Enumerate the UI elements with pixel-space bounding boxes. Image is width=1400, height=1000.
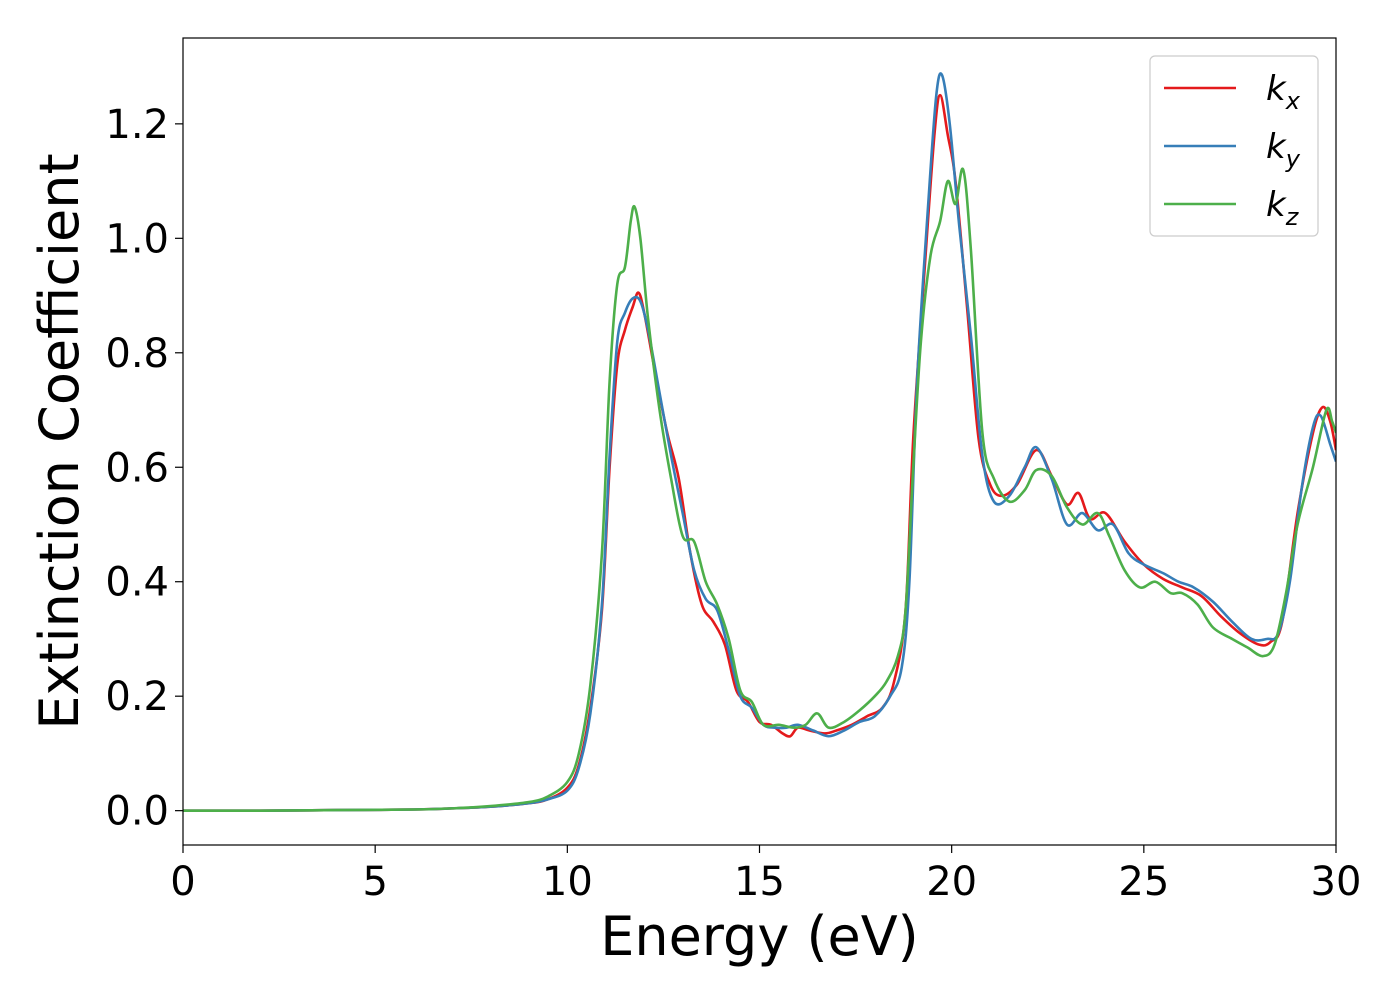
y-tick-label: 1.2 — [105, 102, 169, 148]
series-line-k-y — [183, 72, 1336, 812]
legend-label: kz — [1266, 185, 1300, 231]
y-tick-label: 1.0 — [105, 216, 169, 262]
x-tick-label: 15 — [734, 859, 785, 905]
x-tick-label: 25 — [1118, 859, 1169, 905]
series-line-k-z — [183, 167, 1336, 812]
y-axis: 0.0 0.2 0.4 0.6 0.8 1.0 1.2 — [105, 102, 183, 835]
series-layer — [183, 72, 1336, 812]
x-tick-label: 5 — [362, 859, 387, 905]
x-tick-label: 0 — [170, 859, 195, 905]
y-tick-label: 0.4 — [105, 560, 169, 606]
x-tick-label: 20 — [926, 859, 977, 905]
y-axis-title: Extinction Coefficient — [28, 153, 91, 729]
y-tick-label: 0.6 — [105, 445, 169, 491]
y-tick-label: 0.0 — [105, 789, 169, 835]
y-tick-label: 0.8 — [105, 331, 169, 377]
x-axis: 0 5 10 15 20 25 30 — [170, 845, 1361, 905]
legend: kx ky kz — [1149, 55, 1319, 237]
x-tick-label: 30 — [1311, 859, 1362, 905]
y-tick-label: 0.2 — [105, 674, 169, 720]
x-axis-title: Energy (eV) — [600, 905, 919, 968]
legend-label: kx — [1266, 69, 1301, 115]
x-tick-label: 10 — [542, 859, 593, 905]
legend-label: ky — [1266, 127, 1301, 173]
